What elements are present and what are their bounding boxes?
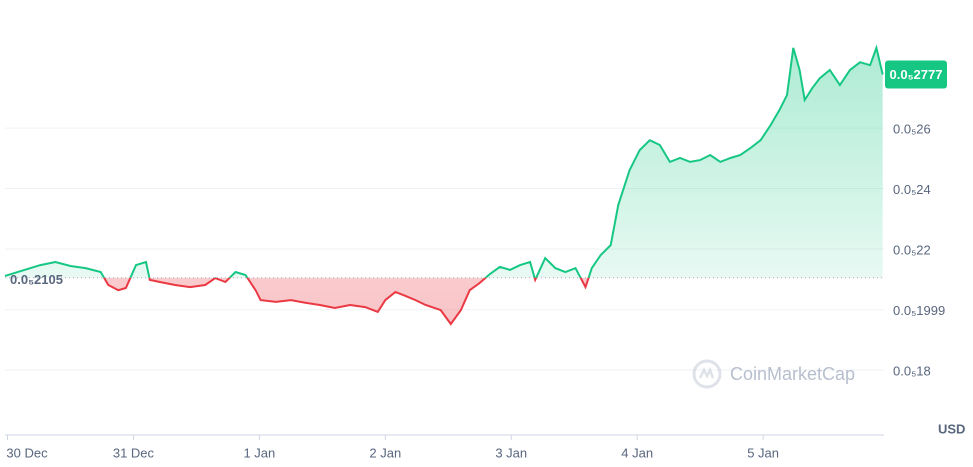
y-tick-label: 0.0₅26 <box>893 122 931 137</box>
y-tick-label: 0.0₅18 <box>893 363 931 378</box>
y-tick-label: 0.0₅22 <box>893 242 931 257</box>
price-line-up <box>4 44 884 278</box>
x-tick-label: 1 Jan <box>243 445 275 460</box>
price-badge <box>885 60 947 89</box>
grid: 0.0₅18 0.0₅1999 0.0₅22 0.0₅24 0.0₅26 30 Dec 31… <box>5 122 945 460</box>
x-tick-label: 5 Jan <box>747 445 779 460</box>
x-tick-label: 4 Jan <box>621 445 653 460</box>
plot: 0.0₅2105 0.0₅2777 <box>4 44 947 326</box>
x-tick-label: 30 Dec <box>6 445 48 460</box>
watermark-logo <box>692 359 722 389</box>
baseline-label: 0.0₅2105 <box>10 272 63 287</box>
y-tick-label: 0.0₅1999 <box>893 303 945 318</box>
x-tick-label: 31 Dec <box>113 445 155 460</box>
x-tick-label: 3 Jan <box>495 445 527 460</box>
area-down <box>5 277 883 324</box>
area-up <box>5 47 883 278</box>
unit-label: USD <box>938 421 965 436</box>
x-tick-label: 2 Jan <box>369 445 401 460</box>
price-badge-label: 0.0₅2777 <box>890 67 943 82</box>
price-line-down <box>102 277 590 326</box>
watermark: CoinMarketCap <box>730 364 855 384</box>
y-tick-label: 0.0₅24 <box>893 182 931 197</box>
